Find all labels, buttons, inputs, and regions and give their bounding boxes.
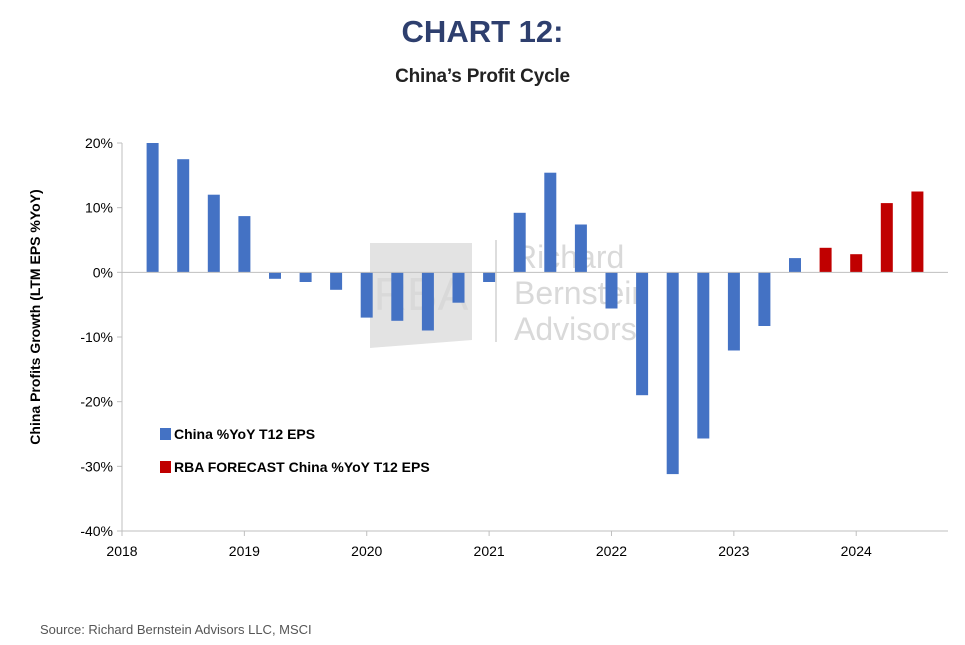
bar-actual <box>299 272 312 282</box>
watermark-text-line: Richard <box>514 239 624 275</box>
bar-actual <box>727 272 740 351</box>
bar-actual <box>789 258 801 273</box>
bar-actual <box>421 272 434 331</box>
x-tick-label: 2023 <box>718 543 749 559</box>
legend: China %YoY T12 EPS RBA FORECAST China %Yo… <box>160 426 430 475</box>
source-note: Source: Richard Bernstein Advisors LLC, … <box>40 622 312 637</box>
bar-actual <box>544 172 557 273</box>
bar-forecast <box>911 191 924 273</box>
bar-actual <box>360 272 373 318</box>
y-tick-label: 10% <box>85 200 113 216</box>
x-tick-label: 2022 <box>596 543 627 559</box>
bar-actual <box>513 212 526 273</box>
bar-actual <box>207 194 220 273</box>
x-tick-label: 2019 <box>229 543 260 559</box>
bar-actual <box>146 143 159 273</box>
x-tick-label: 2018 <box>106 543 137 559</box>
bar-forecast <box>880 203 893 273</box>
bar-actual <box>697 272 710 439</box>
bar-actual <box>636 272 649 396</box>
bar-actual <box>177 159 190 273</box>
bar-actual <box>758 272 771 326</box>
bar-actual <box>605 272 618 309</box>
bar-actual <box>391 272 404 321</box>
y-axis-label: China Profits Growth (LTM EPS %YoY) <box>27 189 43 444</box>
bar-actual <box>330 272 343 290</box>
bar-actual <box>483 272 496 282</box>
bars-group <box>146 143 924 475</box>
y-tick-label: 20% <box>85 135 113 151</box>
y-tick-label: -30% <box>80 458 113 474</box>
y-tick-label: -10% <box>80 329 113 345</box>
legend-label-forecast: RBA FORECAST China %YoY T12 EPS <box>174 459 430 475</box>
chart-title: CHART 12: <box>401 14 564 49</box>
bar-actual <box>269 272 281 279</box>
watermark-logo-shape <box>370 243 472 348</box>
bar-forecast <box>850 254 863 273</box>
legend-swatch-forecast <box>160 461 171 473</box>
legend-label-actual: China %YoY T12 EPS <box>174 426 315 442</box>
chart-subtitle: China’s Profit Cycle <box>395 66 570 87</box>
bar-actual <box>452 272 465 303</box>
y-tick-label: 0% <box>93 264 113 280</box>
y-tick-label: -40% <box>80 523 113 539</box>
bar-actual <box>666 272 679 475</box>
legend-swatch-actual <box>160 428 171 440</box>
y-tick-label: -20% <box>80 394 113 410</box>
x-tick-label: 2021 <box>474 543 505 559</box>
bar-forecast <box>819 247 832 273</box>
watermark-text-line: Bernstein <box>514 275 649 311</box>
axes-group: 20% 10% 0% -10% -20% -30% -40% 2018 2019 2020 2021… <box>27 135 948 559</box>
bar-actual <box>238 216 251 273</box>
x-tick-label: 2020 <box>351 543 382 559</box>
watermark-text-line: Advisors <box>514 311 637 347</box>
x-tick-label: 2024 <box>841 543 872 559</box>
bar-actual <box>574 224 587 273</box>
